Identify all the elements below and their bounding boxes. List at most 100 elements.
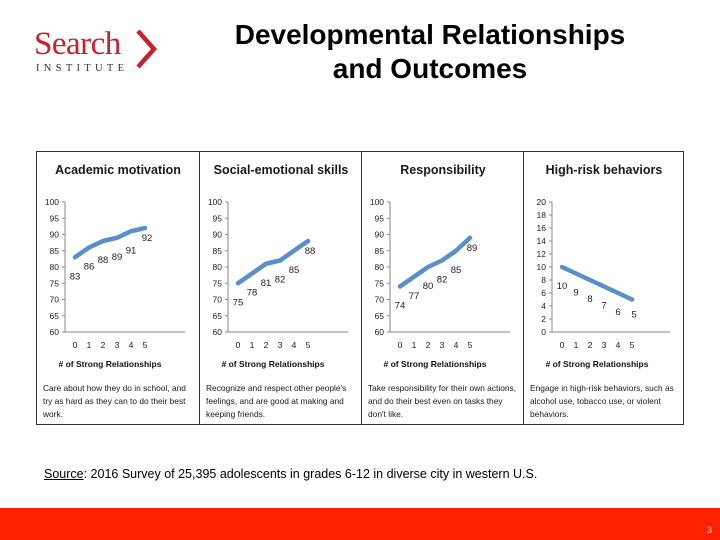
- chart-description: Recognize and respect other people's fee…: [206, 383, 347, 419]
- slide-title-line-2: and Outcomes: [332, 53, 528, 84]
- data-label: 88: [305, 246, 316, 257]
- y-tick-label: 90: [213, 230, 223, 240]
- y-tick-label: 85: [375, 246, 385, 256]
- y-tick-label: 80: [50, 262, 60, 272]
- x-tick-label: 2: [101, 340, 106, 350]
- y-tick-label: 100: [370, 197, 384, 207]
- data-label: 85: [451, 265, 462, 276]
- data-label: 81: [261, 278, 272, 289]
- chart-title: Social-emotional skills: [213, 163, 349, 177]
- y-tick-label: 70: [50, 295, 60, 305]
- data-label: 83: [70, 271, 81, 282]
- y-tick-label: 95: [375, 213, 385, 223]
- data-label: 10: [557, 281, 568, 292]
- series-line: [235, 238, 311, 286]
- y-tick-label: 2: [541, 314, 546, 324]
- y-tick-label: 65: [375, 311, 385, 321]
- x-tick-label: 0: [560, 340, 565, 350]
- data-label: 92: [142, 233, 153, 244]
- y-tick-label: 95: [213, 213, 223, 223]
- data-label: 74: [395, 301, 406, 312]
- data-label: 88: [98, 255, 109, 266]
- logo-subtitle: INSTITUTE: [36, 63, 129, 74]
- y-tick-label: 65: [50, 311, 60, 321]
- y-tick-label: 85: [213, 246, 223, 256]
- y-tick-label: 18: [537, 210, 547, 220]
- data-label: 75: [233, 297, 244, 308]
- x-tick-label: 0: [398, 340, 403, 350]
- data-label: 86: [84, 262, 95, 273]
- y-tick-label: 16: [537, 223, 547, 233]
- x-axis-label: # of Strong Relationships: [222, 359, 325, 369]
- x-tick-label: 5: [468, 340, 473, 350]
- chart-title: Responsibility: [400, 163, 486, 177]
- y-tick-label: 10: [537, 262, 547, 272]
- data-label: 6: [615, 307, 620, 318]
- x-tick-label: 3: [115, 340, 120, 350]
- footer-bar: 3: [0, 508, 720, 540]
- data-label: 85: [289, 265, 300, 276]
- x-tick-label: 3: [602, 340, 607, 350]
- page-number: 3: [706, 525, 712, 535]
- x-tick-label: 3: [278, 340, 283, 350]
- data-label: 80: [423, 281, 434, 292]
- chart-panel-academic-motivation: Academic motivation 60 65 70 75 80 85 90 95 100 0…: [37, 152, 199, 424]
- source-note: Source: 2016 Survey of 25,395 adolescent…: [44, 467, 537, 481]
- data-label: 82: [437, 275, 448, 286]
- y-tick-label: 75: [375, 278, 385, 288]
- series-line: [72, 225, 148, 260]
- chart-description: Engage in high-risk behaviors, such as a…: [530, 383, 674, 419]
- series-line: [397, 235, 473, 289]
- x-tick-label: 0: [236, 340, 241, 350]
- data-label: 7: [601, 301, 606, 312]
- chart-description: Take responsibility for their own action…: [368, 383, 517, 419]
- y-tick-label: 65: [213, 311, 223, 321]
- x-tick-label: 5: [630, 340, 635, 350]
- y-tick-label: 90: [375, 230, 385, 240]
- y-tick-label: 80: [375, 262, 385, 272]
- chart-panel-high-risk-behaviors: High-risk behaviors 0 2 4 6 8 10 12 14 16 18 20 0 1 2…: [523, 152, 684, 424]
- line-chart: 60 65 70 75 80 85 90 95 100 0 1 2 3 4 5 # of Strong Rel…: [208, 197, 348, 369]
- x-tick-label: 5: [306, 340, 311, 350]
- y-tick-label: 75: [50, 278, 60, 288]
- y-tick-label: 75: [213, 278, 223, 288]
- x-axis-label: # of Strong Relationships: [384, 359, 487, 369]
- chart-panel-responsibility: Responsibility 60 65 70 75 80 85 90 95 100 0 1 2 3 4 5…: [361, 152, 524, 424]
- y-tick-label: 60: [50, 327, 60, 337]
- data-label: 5: [631, 310, 636, 321]
- data-label: 78: [247, 288, 258, 299]
- x-tick-label: 1: [87, 340, 92, 350]
- slide-title: Developmental Relationships and Outcomes: [190, 18, 670, 86]
- x-tick-label: 1: [574, 340, 579, 350]
- source-text: : 2016 Survey of 25,395 adolescents in g…: [83, 467, 538, 481]
- chart-panels: Academic motivation 60 65 70 75 80 85 90 95 100 0…: [36, 151, 684, 425]
- x-axis-label: # of Strong Relationships: [59, 359, 162, 369]
- y-tick-label: 14: [537, 236, 547, 246]
- search-institute-logo: Search INSTITUTE: [34, 27, 164, 77]
- y-tick-label: 70: [213, 295, 223, 305]
- x-tick-label: 1: [412, 340, 417, 350]
- y-tick-label: 95: [50, 213, 60, 223]
- line-chart: 60 65 70 75 80 85 90 95 100 0 1 2 3 4 5 # of Strong Rel…: [45, 197, 185, 369]
- x-tick-label: 2: [588, 340, 593, 350]
- slide-title-line-1: Developmental Relationships: [234, 19, 626, 50]
- chart-description: Care about how they do in school, and tr…: [43, 383, 186, 419]
- x-tick-label: 4: [129, 340, 134, 350]
- y-tick-label: 100: [45, 197, 59, 207]
- y-tick-label: 20: [537, 197, 547, 207]
- data-label: 82: [275, 275, 286, 286]
- x-tick-label: 2: [264, 340, 269, 350]
- x-axis-label: # of Strong Relationships: [546, 359, 649, 369]
- x-tick-label: 4: [616, 340, 621, 350]
- y-tick-label: 100: [208, 197, 222, 207]
- data-label: 8: [587, 294, 592, 305]
- data-label: 89: [467, 243, 478, 254]
- data-label: 9: [573, 288, 578, 299]
- y-tick-label: 6: [541, 288, 546, 298]
- chart-title: Academic motivation: [55, 163, 181, 177]
- series-line: [559, 264, 635, 302]
- chart-title: High-risk behaviors: [545, 163, 663, 177]
- y-tick-label: 4: [541, 301, 546, 311]
- y-tick-label: 60: [375, 327, 385, 337]
